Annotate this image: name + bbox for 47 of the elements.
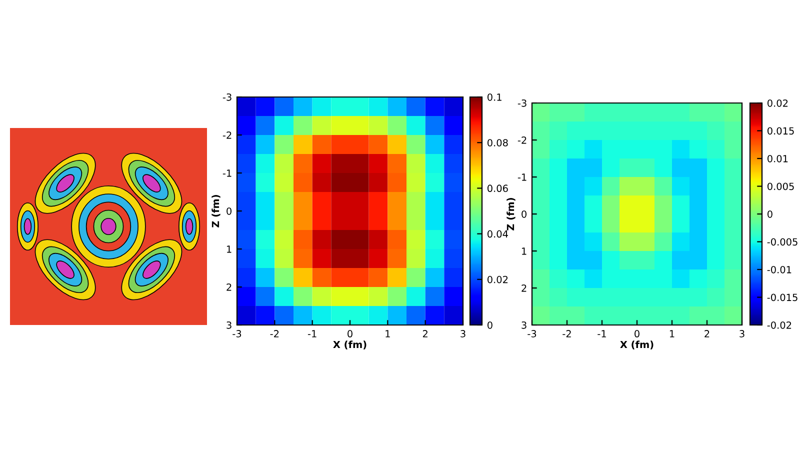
- x-tick-label: 0: [634, 330, 640, 338]
- color-bar-label: -0.005: [767, 238, 798, 246]
- color-bar-label: -0.02: [767, 321, 792, 329]
- y-tick-label: -1: [518, 174, 526, 181]
- color-bar-label: 0: [488, 321, 492, 329]
- y-tick-label: -3: [518, 99, 526, 107]
- y-tick-label: 3: [522, 321, 526, 329]
- y-axis-title: Z (fm): [506, 198, 516, 230]
- x-tick-label: 0: [348, 330, 352, 338]
- x-tick-label: 1: [670, 330, 674, 338]
- x-tick-label: -1: [308, 330, 316, 338]
- color-bar-label: 0.015: [768, 127, 794, 135]
- color-bar-label: -0.01: [767, 266, 792, 274]
- y-tick-label: -2: [222, 131, 232, 139]
- x-tick-label: 2: [422, 330, 428, 338]
- y-tick-label: -1: [222, 170, 232, 177]
- y-tick-label: 0: [226, 207, 232, 215]
- y-tick-label: 2: [522, 284, 526, 292]
- x-tick-label: -3: [232, 330, 242, 338]
- color-bar-label: 0.1: [488, 93, 502, 101]
- y-tick-label: -3: [222, 93, 232, 101]
- color-bar-label: 0.04: [488, 230, 508, 238]
- x-tick-label: -1: [598, 330, 606, 338]
- x-axis-title: X (fm): [620, 340, 654, 350]
- color-bar-label: 0.02: [488, 276, 508, 284]
- color-bar-label: 0.06: [488, 184, 508, 192]
- y-tick-label: 0: [522, 210, 526, 218]
- y-tick-label: 2: [226, 283, 232, 291]
- x-tick-label: -2: [562, 330, 571, 338]
- y-axis-title: Z (fm): [212, 194, 220, 228]
- x-tick-label: -3: [528, 330, 536, 338]
- color-bar-label: 0.02: [768, 99, 788, 107]
- y-tick-label: 1: [522, 248, 526, 255]
- x-tick-label: 1: [386, 330, 390, 338]
- color-bar-label: 0.08: [488, 139, 508, 146]
- x-tick-label: 2: [704, 330, 710, 338]
- color-bar-label: 0.01: [768, 154, 788, 162]
- color-bar-label: 0: [768, 210, 772, 218]
- color-bar-label: -0.015: [767, 294, 798, 302]
- x-tick-label: 3: [740, 330, 744, 338]
- y-tick-label: 3: [226, 321, 232, 329]
- x-tick-label: 3: [460, 330, 466, 338]
- x-tick-label: -2: [270, 330, 279, 338]
- y-tick-label: 1: [227, 246, 232, 253]
- color-bar-label: 0.005: [768, 182, 794, 190]
- x-axis-title: X (fm): [333, 340, 366, 350]
- y-tick-label: -2: [518, 136, 526, 144]
